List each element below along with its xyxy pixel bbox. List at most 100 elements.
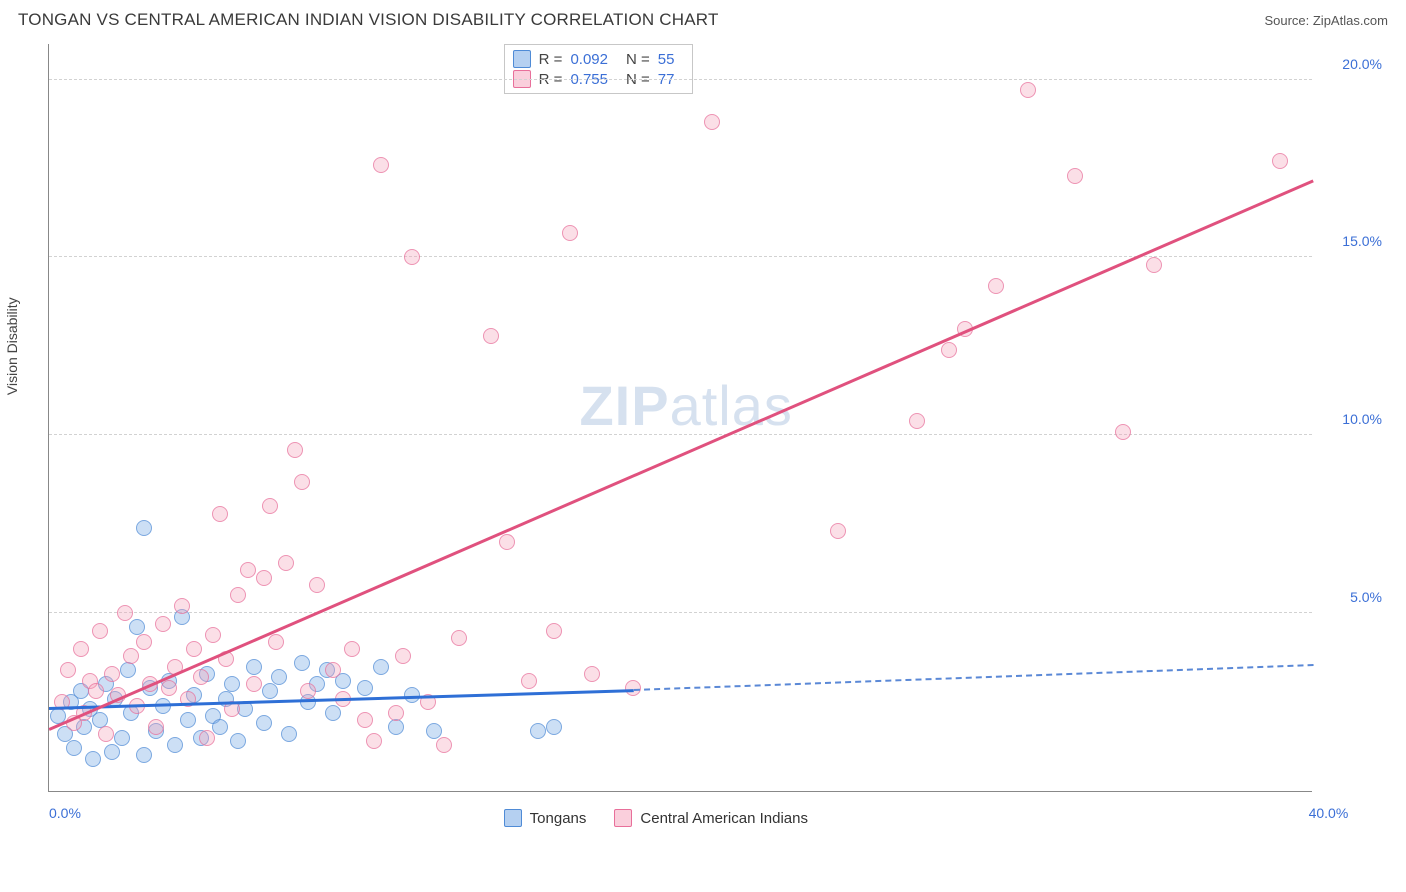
trend-line [634, 664, 1313, 691]
legend-item-tongans: Tongans [504, 809, 587, 827]
y-tick-label: 5.0% [1322, 589, 1382, 605]
scatter-point [246, 676, 262, 692]
scatter-point [212, 506, 228, 522]
scatter-point [180, 712, 196, 728]
scatter-point [830, 523, 846, 539]
scatter-point [256, 715, 272, 731]
scatter-point [174, 598, 190, 614]
scatter-point [584, 666, 600, 682]
scatter-point [309, 577, 325, 593]
scatter-point [287, 442, 303, 458]
scatter-point [186, 641, 202, 657]
scatter-point [404, 249, 420, 265]
scatter-point [373, 157, 389, 173]
scatter-point [325, 662, 341, 678]
swatch-pink-icon [614, 809, 632, 827]
stats-legend-box: R = 0.092 N = 55 R = 0.755 N = 77 [504, 44, 694, 94]
scatter-point [366, 733, 382, 749]
scatter-point [388, 705, 404, 721]
scatter-point [1067, 168, 1083, 184]
plot-area: ZIPatlas R = 0.092 N = 55 R = 0.755 N = … [48, 44, 1312, 792]
x-tick-label: 0.0% [49, 805, 81, 821]
scatter-point [161, 680, 177, 696]
scatter-point [499, 534, 515, 550]
series-legend: Tongans Central American Indians [504, 809, 808, 827]
chart-header: TONGAN VS CENTRAL AMERICAN INDIAN VISION… [0, 0, 1406, 36]
scatter-point [136, 520, 152, 536]
x-tick-label: 40.0% [1309, 805, 1349, 821]
scatter-point [120, 662, 136, 678]
watermark-text: ZIPatlas [579, 373, 792, 438]
scatter-point [546, 623, 562, 639]
scatter-point [98, 726, 114, 742]
scatter-point [246, 659, 262, 675]
scatter-point [73, 641, 89, 657]
gridline [49, 79, 1312, 80]
scatter-point [88, 683, 104, 699]
scatter-point [123, 648, 139, 664]
scatter-point [85, 751, 101, 767]
scatter-point [1146, 257, 1162, 273]
scatter-point [212, 719, 228, 735]
scatter-point [357, 680, 373, 696]
source-label: Source: ZipAtlas.com [1264, 13, 1388, 28]
scatter-point [60, 662, 76, 678]
scatter-point [155, 616, 171, 632]
scatter-point [92, 623, 108, 639]
gridline [49, 612, 1312, 613]
swatch-blue-icon [513, 50, 531, 68]
scatter-point [104, 744, 120, 760]
scatter-point [271, 669, 287, 685]
scatter-point [436, 737, 452, 753]
y-tick-label: 15.0% [1322, 233, 1382, 249]
swatch-blue-icon [504, 809, 522, 827]
scatter-point [344, 641, 360, 657]
scatter-point [278, 555, 294, 571]
scatter-point [451, 630, 467, 646]
scatter-point [240, 562, 256, 578]
scatter-point [224, 676, 240, 692]
scatter-point [281, 726, 297, 742]
scatter-point [521, 673, 537, 689]
scatter-point [1272, 153, 1288, 169]
scatter-point [988, 278, 1004, 294]
source-value: ZipAtlas.com [1313, 13, 1388, 28]
scatter-point [300, 683, 316, 699]
scatter-point [357, 712, 373, 728]
chart-container: Vision Disability ZIPatlas R = 0.092 N =… [48, 36, 1388, 836]
trend-line [49, 179, 1314, 730]
scatter-point [205, 627, 221, 643]
scatter-point [704, 114, 720, 130]
scatter-point [909, 413, 925, 429]
scatter-point [230, 733, 246, 749]
scatter-point [388, 719, 404, 735]
scatter-point [395, 648, 411, 664]
scatter-point [294, 655, 310, 671]
scatter-point [262, 498, 278, 514]
scatter-point [256, 570, 272, 586]
legend-item-cai: Central American Indians [614, 809, 808, 827]
scatter-point [117, 605, 133, 621]
scatter-point [167, 737, 183, 753]
scatter-point [530, 723, 546, 739]
scatter-point [941, 342, 957, 358]
scatter-point [1020, 82, 1036, 98]
scatter-point [193, 669, 209, 685]
y-tick-label: 20.0% [1322, 56, 1382, 72]
scatter-point [148, 719, 164, 735]
scatter-point [546, 719, 562, 735]
stats-row: R = 0.092 N = 55 [513, 49, 685, 69]
scatter-point [483, 328, 499, 344]
chart-title: TONGAN VS CENTRAL AMERICAN INDIAN VISION… [18, 10, 719, 30]
scatter-point [373, 659, 389, 675]
scatter-point [562, 225, 578, 241]
scatter-point [230, 587, 246, 603]
scatter-point [104, 666, 120, 682]
scatter-point [262, 683, 278, 699]
gridline [49, 256, 1312, 257]
scatter-point [294, 474, 310, 490]
scatter-point [426, 723, 442, 739]
y-tick-label: 10.0% [1322, 411, 1382, 427]
scatter-point [136, 747, 152, 763]
r-value-blue: 0.092 [570, 51, 608, 68]
